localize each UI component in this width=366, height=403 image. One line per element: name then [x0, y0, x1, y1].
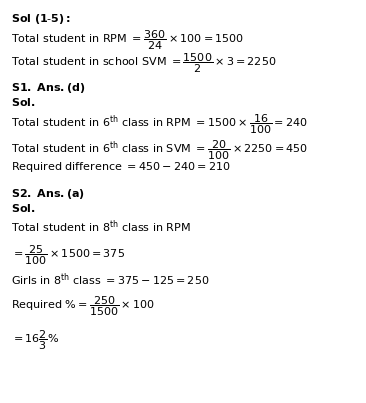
Text: Total student in $6^{\rm th}$ class in SVM $= \dfrac{20}{100} \times 2250 = 450$: Total student in $6^{\rm th}$ class in S…	[11, 138, 308, 162]
Text: Girls in $8^{\rm th}$ class $= 375 - 125 = 250$: Girls in $8^{\rm th}$ class $= 375 - 125…	[11, 271, 209, 288]
Text: Total student in school SVM $= \dfrac{1500}{2} \times 3 = 2250$: Total student in school SVM $= \dfrac{15…	[11, 52, 276, 75]
Text: $\mathbf{Sol\ (1\text{-}5):}$: $\mathbf{Sol\ (1\text{-}5):}$	[11, 12, 71, 26]
Text: $= \dfrac{25}{100} \times 1500 = 375$: $= \dfrac{25}{100} \times 1500 = 375$	[11, 244, 125, 267]
Text: Required difference $= 450 - 240 = 210$: Required difference $= 450 - 240 = 210$	[11, 160, 231, 174]
Text: $\mathbf{S2.\ Ans.(a)}$: $\mathbf{S2.\ Ans.(a)}$	[11, 187, 85, 201]
Text: $= 16\dfrac{2}{3}\%$: $= 16\dfrac{2}{3}\%$	[11, 328, 59, 352]
Text: Total student in $6^{\rm th}$ class in RPM $= 1500 \times \dfrac{16}{100} = 240$: Total student in $6^{\rm th}$ class in R…	[11, 113, 308, 136]
Text: $\mathbf{Sol.}$: $\mathbf{Sol.}$	[11, 96, 36, 108]
Text: Required $\% = \dfrac{250}{1500} \times 100$: Required $\% = \dfrac{250}{1500} \times …	[11, 294, 155, 318]
Text: $\mathbf{Sol.}$: $\mathbf{Sol.}$	[11, 202, 36, 214]
Text: Total student in $8^{\rm th}$ class in RPM: Total student in $8^{\rm th}$ class in R…	[11, 218, 191, 235]
Text: Total student in RPM $= \dfrac{360}{24} \times 100 = 1500$: Total student in RPM $= \dfrac{360}{24} …	[11, 28, 244, 52]
Text: $\mathbf{S1.\ Ans.(d)}$: $\mathbf{S1.\ Ans.(d)}$	[11, 81, 85, 95]
